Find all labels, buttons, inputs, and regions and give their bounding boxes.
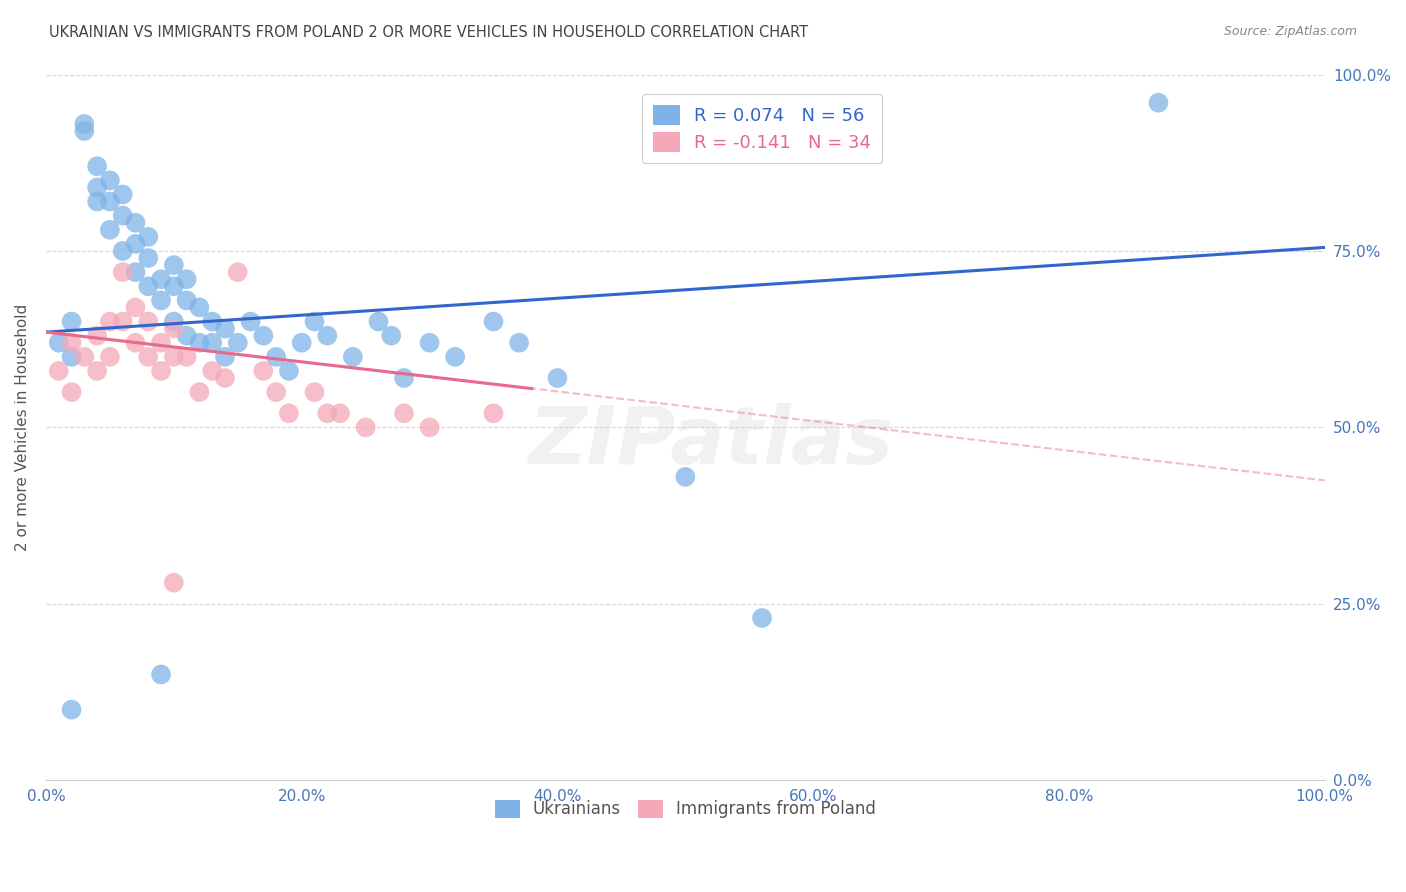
Point (48, 364, 70, 378)
Point (316, 406, 339, 420)
Point (482, 406, 505, 420)
Point (163, 350, 186, 364)
Point (163, 314, 186, 328)
Point (86, 364, 108, 378)
Point (60, 350, 83, 364)
Point (239, 314, 262, 328)
Point (136, 251, 159, 265)
Point (111, 187, 134, 202)
Point (86, 180, 108, 194)
Point (392, 371, 415, 385)
Point (188, 335, 211, 350)
Legend: Ukrainians, Immigrants from Poland: Ukrainians, Immigrants from Poland (488, 793, 883, 825)
Point (124, 216, 146, 230)
Point (188, 301, 211, 315)
Point (214, 371, 236, 385)
Point (277, 364, 299, 378)
Point (304, 385, 326, 400)
Point (60, 335, 83, 350)
Point (150, 272, 173, 286)
Point (73, 117, 96, 131)
Point (751, 611, 773, 625)
Point (136, 350, 159, 364)
Point (111, 265, 134, 279)
Point (201, 314, 224, 328)
Point (124, 236, 146, 251)
Point (86, 328, 108, 343)
Point (150, 293, 173, 308)
Point (367, 314, 389, 328)
Y-axis label: 2 or more Vehicles in Household: 2 or more Vehicles in Household (15, 304, 30, 551)
Point (419, 420, 441, 434)
Point (98, 223, 121, 237)
Point (380, 328, 402, 343)
Text: UKRAINIAN VS IMMIGRANTS FROM POLAND 2 OR MORE VEHICLES IN HOUSEHOLD CORRELATION : UKRAINIAN VS IMMIGRANTS FROM POLAND 2 OR… (49, 25, 808, 40)
Point (98, 314, 121, 328)
Point (264, 350, 287, 364)
Point (482, 314, 505, 328)
Point (60, 385, 83, 400)
Point (136, 230, 159, 244)
Text: Source: ZipAtlas.com: Source: ZipAtlas.com (1223, 25, 1357, 38)
Point (86, 159, 108, 173)
Point (329, 406, 352, 420)
Point (98, 194, 121, 209)
Point (124, 265, 146, 279)
Point (60, 314, 83, 328)
Point (48, 335, 70, 350)
Point (1147, 95, 1170, 110)
Point (201, 335, 224, 350)
Point (342, 350, 364, 364)
Point (354, 420, 377, 434)
Point (291, 335, 314, 350)
Point (214, 350, 236, 364)
Point (111, 244, 134, 258)
Point (98, 350, 121, 364)
Point (226, 265, 249, 279)
Point (124, 301, 146, 315)
Point (252, 328, 274, 343)
Text: ZIPatlas: ZIPatlas (529, 402, 893, 481)
Point (264, 385, 287, 400)
Point (136, 279, 159, 293)
Point (176, 293, 198, 308)
Point (86, 194, 108, 209)
Point (73, 124, 96, 138)
Point (176, 350, 198, 364)
Point (226, 335, 249, 350)
Point (176, 272, 198, 286)
Point (304, 314, 326, 328)
Point (111, 314, 134, 328)
Point (111, 209, 134, 223)
Point (163, 575, 186, 590)
Point (136, 314, 159, 328)
Point (277, 406, 299, 420)
Point (150, 364, 173, 378)
Point (444, 350, 467, 364)
Point (188, 385, 211, 400)
Point (150, 667, 173, 681)
Point (392, 406, 415, 420)
Point (214, 321, 236, 335)
Point (176, 328, 198, 343)
Point (163, 321, 186, 335)
Point (546, 371, 568, 385)
Point (201, 364, 224, 378)
Point (124, 335, 146, 350)
Point (163, 279, 186, 293)
Point (73, 350, 96, 364)
Point (150, 335, 173, 350)
Point (60, 703, 83, 717)
Point (98, 173, 121, 187)
Point (508, 335, 530, 350)
Point (673, 470, 696, 484)
Point (316, 328, 339, 343)
Point (419, 335, 441, 350)
Point (163, 258, 186, 272)
Point (252, 364, 274, 378)
